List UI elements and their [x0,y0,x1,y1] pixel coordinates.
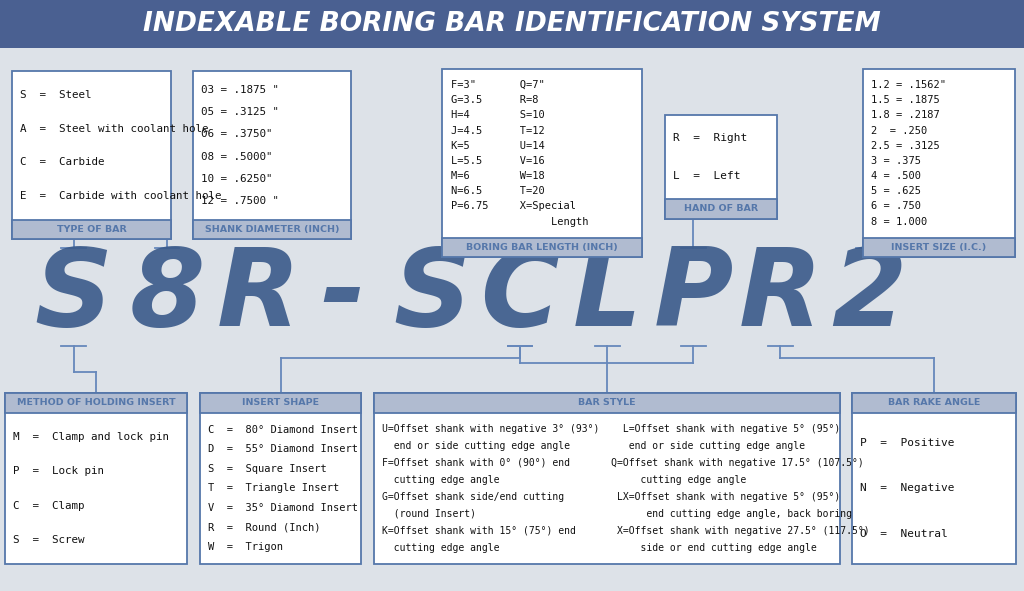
Text: J=4.5      T=12: J=4.5 T=12 [451,126,545,135]
Text: INSERT SHAPE: INSERT SHAPE [242,398,319,407]
FancyBboxPatch shape [852,393,1016,564]
Text: cutting edge angle                        side or end cutting edge angle: cutting edge angle side or end cutting e… [382,543,817,553]
FancyBboxPatch shape [442,238,642,257]
Text: A  =  Steel with coolant hole: A = Steel with coolant hole [20,124,209,134]
Text: S: S [393,242,471,349]
Text: R  =  Round (Inch): R = Round (Inch) [208,522,321,532]
Text: 03 = .1875 ": 03 = .1875 " [201,85,279,95]
Text: F=Offset shank with 0° (90°) end       Q=Offset shank with negative 17.5° (107.5: F=Offset shank with 0° (90°) end Q=Offse… [382,458,863,468]
Text: cutting edge angle                        cutting edge angle: cutting edge angle cutting edge angle [382,475,746,485]
FancyBboxPatch shape [863,69,1015,257]
Text: P=6.75     X=Special: P=6.75 X=Special [451,202,575,212]
Text: Length: Length [451,216,588,226]
Text: 2.5 = .3125: 2.5 = .3125 [871,141,940,151]
Text: D  =  55° Diamond Insert: D = 55° Diamond Insert [208,444,357,454]
Text: L: L [572,242,642,349]
Text: M  =  Clamp and lock pin: M = Clamp and lock pin [13,432,169,442]
Text: 08 = .5000": 08 = .5000" [201,151,272,161]
FancyBboxPatch shape [12,220,171,239]
Text: L  =  Left: L = Left [673,171,740,181]
FancyBboxPatch shape [12,71,171,239]
Text: BORING BAR LENGTH (INCH): BORING BAR LENGTH (INCH) [466,243,618,252]
Text: S  =  Steel: S = Steel [20,90,92,100]
FancyBboxPatch shape [5,393,187,413]
Text: L=5.5      V=16: L=5.5 V=16 [451,156,545,166]
Text: E  =  Carbide with coolant hole: E = Carbide with coolant hole [20,191,222,201]
Text: -: - [321,242,366,349]
Text: 2: 2 [830,242,906,349]
Text: METHOD OF HOLDING INSERT: METHOD OF HOLDING INSERT [17,398,175,407]
FancyBboxPatch shape [374,393,840,564]
Text: 10 = .6250": 10 = .6250" [201,174,272,184]
Text: K=Offset shank with 15° (75°) end       X=Offset shank with negative 27.5° (117.: K=Offset shank with 15° (75°) end X=Offs… [382,526,869,536]
FancyBboxPatch shape [665,199,777,219]
Text: end or side cutting edge angle          end or side cutting edge angle: end or side cutting edge angle end or si… [382,441,805,451]
Text: O  =  Neutral: O = Neutral [860,529,948,539]
Text: P  =  Lock pin: P = Lock pin [13,466,104,476]
FancyBboxPatch shape [863,238,1015,257]
Text: T  =  Triangle Insert: T = Triangle Insert [208,483,339,493]
Text: 1.8 = .2187: 1.8 = .2187 [871,111,940,121]
Text: 05 = .3125 ": 05 = .3125 " [201,107,279,117]
FancyBboxPatch shape [193,220,351,239]
Text: U=Offset shank with negative 3° (93°)    L=Offset shank with negative 5° (95°): U=Offset shank with negative 3° (93°) L=… [382,424,841,434]
Text: 4 = .500: 4 = .500 [871,171,922,181]
Text: C  =  Clamp: C = Clamp [13,501,85,511]
Text: C: C [480,242,560,349]
Text: W  =  Trigon: W = Trigon [208,542,283,552]
Text: P: P [653,242,733,349]
Text: 8 = 1.000: 8 = 1.000 [871,216,928,226]
FancyBboxPatch shape [665,115,777,219]
Text: R: R [738,242,822,349]
Text: K=5        U=14: K=5 U=14 [451,141,545,151]
FancyBboxPatch shape [852,393,1016,413]
Text: TYPE OF BAR: TYPE OF BAR [56,225,127,234]
Text: N=6.5      T=20: N=6.5 T=20 [451,186,545,196]
Text: C  =  80° Diamond Insert: C = 80° Diamond Insert [208,425,357,435]
Text: F=3"       Q=7": F=3" Q=7" [451,80,545,90]
FancyBboxPatch shape [200,393,361,564]
Text: 1.2 = .1562": 1.2 = .1562" [871,80,946,90]
Text: S  =  Square Insert: S = Square Insert [208,464,327,474]
Text: INDEXABLE BORING BAR IDENTIFICATION SYSTEM: INDEXABLE BORING BAR IDENTIFICATION SYST… [143,11,881,37]
Text: 5 = .625: 5 = .625 [871,186,922,196]
Text: H=4        S=10: H=4 S=10 [451,111,545,121]
Text: C  =  Carbide: C = Carbide [20,157,105,167]
Text: 12 = .7500 ": 12 = .7500 " [201,196,279,206]
Text: G=3.5      R=8: G=3.5 R=8 [451,95,538,105]
FancyBboxPatch shape [193,71,351,239]
Text: V  =  35° Diamond Insert: V = 35° Diamond Insert [208,503,357,513]
FancyBboxPatch shape [0,0,1024,48]
Text: 2  = .250: 2 = .250 [871,126,928,135]
Text: 1.5 = .1875: 1.5 = .1875 [871,95,940,105]
FancyBboxPatch shape [200,393,361,413]
FancyBboxPatch shape [374,393,840,413]
Text: S: S [35,242,113,349]
Text: M=6        W=18: M=6 W=18 [451,171,545,181]
FancyBboxPatch shape [442,69,642,257]
Text: P  =  Positive: P = Positive [860,438,954,448]
Text: (round Insert)                             end cutting edge angle, back boring: (round Insert) end cutting edge angle, b… [382,509,852,519]
Text: INSERT SIZE (I.C.): INSERT SIZE (I.C.) [891,243,987,252]
Text: BAR RAKE ANGLE: BAR RAKE ANGLE [888,398,980,407]
Text: SHANK DIAMETER (INCH): SHANK DIAMETER (INCH) [205,225,339,234]
FancyBboxPatch shape [5,393,187,564]
Text: S  =  Screw: S = Screw [13,535,85,545]
Text: HAND OF BAR: HAND OF BAR [684,204,758,213]
Text: BAR STYLE: BAR STYLE [578,398,636,407]
Text: 6 = .750: 6 = .750 [871,202,922,212]
Text: G=Offset shank side/end cutting         LX=Offset shank with negative 5° (95°): G=Offset shank side/end cutting LX=Offse… [382,492,841,502]
Text: N  =  Negative: N = Negative [860,483,954,493]
Text: 8: 8 [129,242,205,349]
Text: 3 = .375: 3 = .375 [871,156,922,166]
Text: R: R [216,242,300,349]
Text: 06 = .3750": 06 = .3750" [201,129,272,139]
Text: R  =  Right: R = Right [673,134,748,144]
